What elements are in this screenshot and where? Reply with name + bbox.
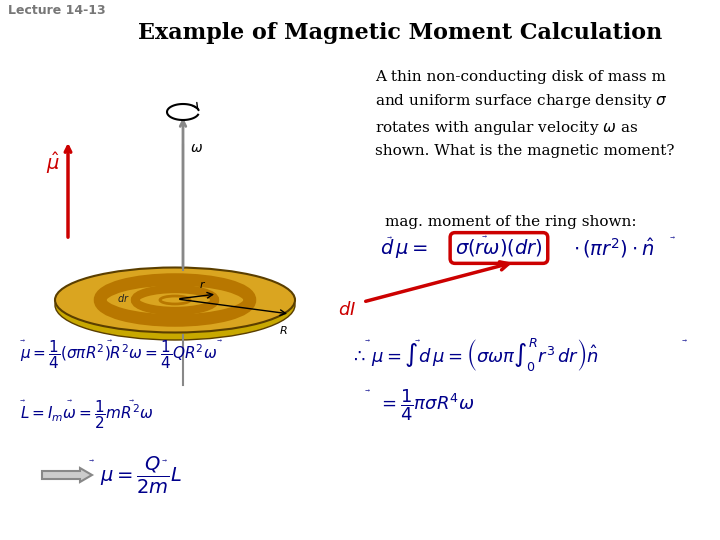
Text: $d\,\mu =$: $d\,\mu =$ bbox=[380, 237, 428, 260]
Text: $\vec{}$: $\vec{}$ bbox=[415, 334, 421, 344]
Ellipse shape bbox=[160, 296, 190, 304]
Text: $\omega$: $\omega$ bbox=[190, 141, 203, 155]
Text: $\vec{}$: $\vec{}$ bbox=[217, 334, 223, 344]
Text: $\vec{}$: $\vec{}$ bbox=[162, 454, 168, 464]
Text: $\vec{}$: $\vec{}$ bbox=[129, 394, 135, 404]
Text: $\vec{}$: $\vec{}$ bbox=[387, 231, 393, 241]
Text: $R$: $R$ bbox=[279, 324, 287, 336]
Text: Lecture 14-13: Lecture 14-13 bbox=[8, 4, 106, 17]
Text: $\vec{}$: $\vec{}$ bbox=[682, 334, 688, 344]
Text: $\vec{}$: $\vec{}$ bbox=[670, 231, 676, 241]
Text: $dI$: $dI$ bbox=[338, 301, 356, 319]
Text: $\vec{}$: $\vec{}$ bbox=[365, 384, 372, 394]
Text: $\mu = \dfrac{1}{4}\left(\sigma\pi R^2\right)R^2\omega = \dfrac{1}{4}QR^2\omega$: $\mu = \dfrac{1}{4}\left(\sigma\pi R^2\r… bbox=[20, 339, 217, 372]
FancyArrow shape bbox=[42, 468, 92, 482]
Text: $\vec{}$: $\vec{}$ bbox=[89, 454, 95, 464]
Text: Example of Magnetic Moment Calculation: Example of Magnetic Moment Calculation bbox=[138, 22, 662, 44]
Text: $r$: $r$ bbox=[199, 279, 207, 290]
Text: $\vec{}$: $\vec{}$ bbox=[20, 334, 26, 344]
Ellipse shape bbox=[55, 267, 295, 333]
Text: $\hat{\mu}$: $\hat{\mu}$ bbox=[46, 150, 60, 176]
Text: $L = I_m\omega = \dfrac{1}{2}mR^2\omega$: $L = I_m\omega = \dfrac{1}{2}mR^2\omega$ bbox=[20, 399, 153, 431]
Text: $\vec{}$: $\vec{}$ bbox=[365, 334, 372, 344]
Text: $=\dfrac{1}{4}\pi\sigma R^4\omega$: $=\dfrac{1}{4}\pi\sigma R^4\omega$ bbox=[378, 387, 474, 423]
Text: $\vec{}$: $\vec{}$ bbox=[482, 230, 488, 240]
Text: $\sigma(r\omega)(dr)$: $\sigma(r\omega)(dr)$ bbox=[455, 238, 543, 259]
Text: $\vec{}$: $\vec{}$ bbox=[107, 334, 113, 344]
Ellipse shape bbox=[55, 270, 295, 340]
Text: A thin non-conducting disk of mass m
and uniform surface charge density $\sigma$: A thin non-conducting disk of mass m and… bbox=[375, 70, 675, 158]
Text: $\cdot\,(\pi r^2)\cdot\hat{n}$: $\cdot\,(\pi r^2)\cdot\hat{n}$ bbox=[573, 236, 654, 260]
Text: $dr$: $dr$ bbox=[117, 292, 130, 304]
Text: $\vec{}$: $\vec{}$ bbox=[67, 394, 73, 404]
Text: $\mu = \dfrac{Q}{2m}L$: $\mu = \dfrac{Q}{2m}L$ bbox=[100, 455, 181, 496]
Text: $\vec{}$: $\vec{}$ bbox=[20, 394, 26, 404]
Text: mag. moment of the ring shown:: mag. moment of the ring shown: bbox=[385, 215, 636, 229]
Text: $\therefore\,\mu = \int d\,\mu = \left(\sigma\omega\pi\int_0^R r^3\,dr\right)\ha: $\therefore\,\mu = \int d\,\mu = \left(\… bbox=[350, 336, 599, 374]
